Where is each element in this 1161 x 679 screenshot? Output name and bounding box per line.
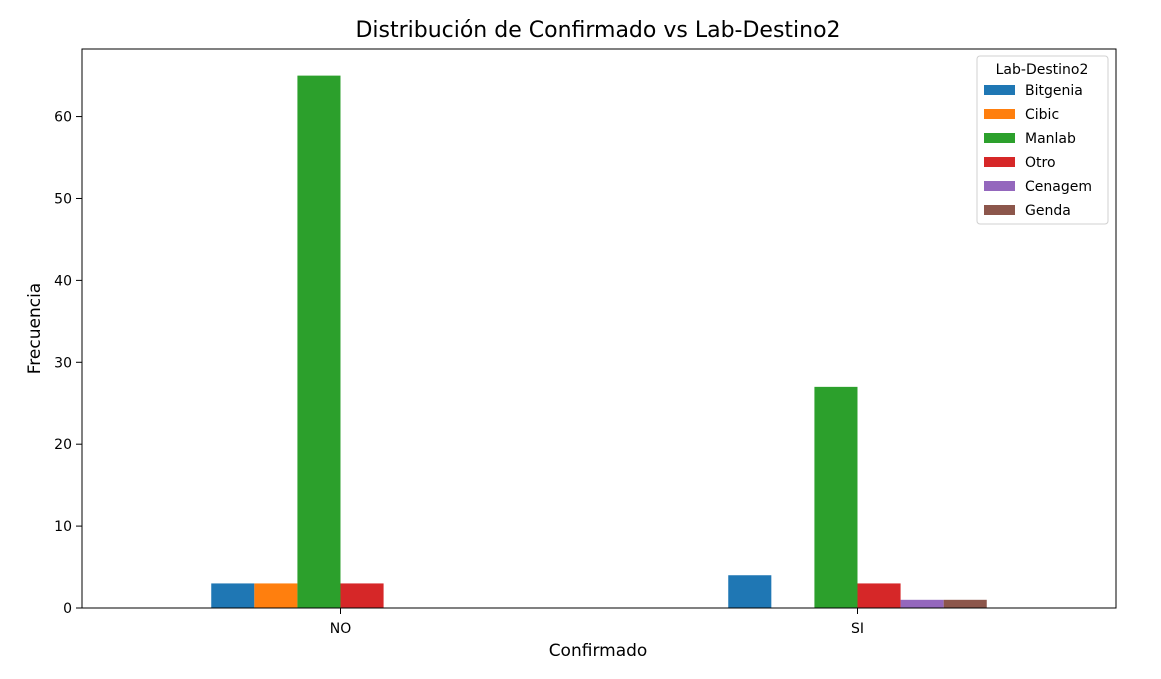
bar-no-manlab <box>297 75 341 609</box>
legend-swatch-cenagem <box>984 181 1015 191</box>
legend-label-otro: Otro <box>1025 155 1056 171</box>
bar-si-cenagem <box>900 599 944 608</box>
y-tick-label-0: 0 <box>63 601 72 617</box>
y-tick-label-1: 10 <box>54 519 72 535</box>
bar-si-bitgenia <box>728 575 772 608</box>
legend-title: Lab-Destino2 <box>996 62 1089 78</box>
legend-swatch-otro <box>984 157 1015 167</box>
chart-title: Distribución de Confirmado vs Lab-Destin… <box>355 18 840 43</box>
y-tick-label-5: 50 <box>54 191 72 207</box>
bar-si-otro <box>857 583 901 608</box>
bar-no-otro <box>340 583 384 608</box>
y-tick-label-2: 20 <box>54 437 72 453</box>
legend-swatch-manlab <box>984 133 1015 143</box>
y-tick-label-6: 60 <box>54 110 72 126</box>
legend: Lab-Destino2 Bitgenia Cibic Manlab Otro Cena… <box>976 55 1109 225</box>
legend-label-genda: Genda <box>1025 203 1071 219</box>
bar-no-cibic <box>254 583 298 608</box>
y-tick-label-4: 40 <box>54 273 72 289</box>
legend-swatch-bitgenia <box>984 85 1015 95</box>
x-tick-label-si: SI <box>851 621 864 637</box>
legend-swatch-cibic <box>984 109 1015 119</box>
legend-swatch-genda <box>984 205 1015 215</box>
bar-si-genda <box>943 599 987 608</box>
y-tick-label-3: 30 <box>54 355 72 371</box>
plot-frame <box>81 48 1117 609</box>
x-tick-label-no: NO <box>330 621 352 637</box>
legend-label-bitgenia: Bitgenia <box>1025 83 1083 99</box>
x-axis-label: Confirmado <box>549 641 648 661</box>
legend-label-cibic: Cibic <box>1025 107 1059 123</box>
bar-no-bitgenia <box>211 583 255 608</box>
legend-label-manlab: Manlab <box>1025 131 1076 147</box>
bar-si-manlab <box>814 386 858 608</box>
legend-label-cenagem: Cenagem <box>1025 179 1092 195</box>
y-axis-label: Frecuencia <box>25 283 45 374</box>
plot-area: 0 10 20 30 40 50 60 NO SI <box>54 75 987 637</box>
